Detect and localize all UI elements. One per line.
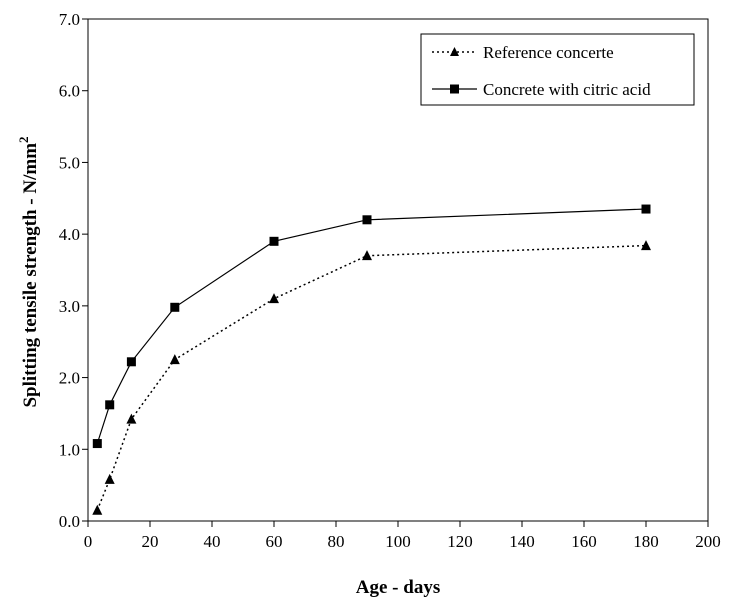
y-axis-title-superscript: 2 xyxy=(16,136,31,143)
legend-label-citric: Concrete with citric acid xyxy=(483,80,651,99)
data-point-triangle xyxy=(269,293,279,304)
data-point-square xyxy=(362,215,372,225)
legend-label-reference: Reference concerte xyxy=(483,43,614,62)
y-tick-label: 5.0 xyxy=(59,153,80,172)
legend-marker-square xyxy=(450,84,459,94)
x-tick-label: 80 xyxy=(328,532,345,551)
data-point-square xyxy=(269,236,279,246)
y-tick-label: 6.0 xyxy=(59,82,80,101)
data-point-square xyxy=(92,439,102,449)
x-tick-label: 60 xyxy=(266,532,283,551)
data-point-square xyxy=(641,204,651,214)
series-layer xyxy=(92,204,651,515)
data-point-square xyxy=(105,400,115,410)
y-tick-label: 3.0 xyxy=(59,297,80,316)
legend-box xyxy=(420,33,695,106)
data-point-square xyxy=(126,357,136,367)
data-point-triangle xyxy=(362,250,372,261)
x-tick-label: 120 xyxy=(447,532,473,551)
y-axis-title-text: Splitting tensile strength - N/mm xyxy=(20,143,41,408)
x-tick-label: 0 xyxy=(84,532,93,551)
y-axis-title: Splitting tensile strength - N/mm2 xyxy=(16,136,41,407)
x-tick-label: 160 xyxy=(571,532,597,551)
y-tick-label: 4.0 xyxy=(59,225,80,244)
y-axis-ticks: 0.0 1.0 2.0 3.0 4.0 5.0 6.0 7.0 xyxy=(59,10,88,531)
x-tick-label: 100 xyxy=(385,532,411,551)
data-point-triangle xyxy=(104,473,115,484)
data-point-triangle xyxy=(641,240,651,251)
x-tick-label: 40 xyxy=(204,532,221,551)
x-axis-title: Age - days xyxy=(356,577,440,598)
data-point-square xyxy=(170,302,180,312)
x-tick-label: 200 xyxy=(695,532,721,551)
y-tick-label: 0.0 xyxy=(59,512,80,531)
data-point-triangle xyxy=(126,413,137,424)
legend: Reference concerte Concrete with citric … xyxy=(420,33,695,106)
y-tick-label: 2.0 xyxy=(59,369,80,388)
x-tick-label: 180 xyxy=(633,532,659,551)
legend-marker-triangle xyxy=(450,47,459,56)
data-point-triangle xyxy=(92,504,103,515)
x-tick-label: 20 xyxy=(142,532,159,551)
y-tick-label: 7.0 xyxy=(59,10,80,29)
y-tick-label: 1.0 xyxy=(59,440,80,459)
x-tick-label: 140 xyxy=(509,532,535,551)
data-point-triangle xyxy=(169,354,180,365)
x-axis-ticks: 0 20 40 60 80 100 120 140 160 180 200 xyxy=(84,521,721,551)
